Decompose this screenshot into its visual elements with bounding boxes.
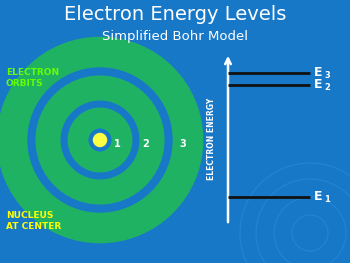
Text: 3: 3	[324, 72, 330, 80]
Text: Simplified Bohr Model: Simplified Bohr Model	[102, 30, 248, 43]
Text: 2: 2	[324, 83, 330, 93]
Circle shape	[93, 134, 106, 146]
Text: E: E	[314, 78, 322, 90]
Text: 3: 3	[179, 139, 186, 149]
Text: 2: 2	[142, 139, 149, 149]
Text: ELECTRON ENERGY: ELECTRON ENERGY	[208, 98, 217, 180]
Text: 1: 1	[324, 195, 330, 205]
Text: E: E	[314, 65, 322, 78]
Text: Electron Energy Levels: Electron Energy Levels	[64, 5, 286, 24]
Text: NUCLEUS
AT CENTER: NUCLEUS AT CENTER	[6, 211, 61, 231]
Text: ELECTRON
ORBITS: ELECTRON ORBITS	[6, 68, 59, 88]
Text: 1: 1	[114, 139, 121, 149]
Text: E: E	[314, 190, 322, 203]
